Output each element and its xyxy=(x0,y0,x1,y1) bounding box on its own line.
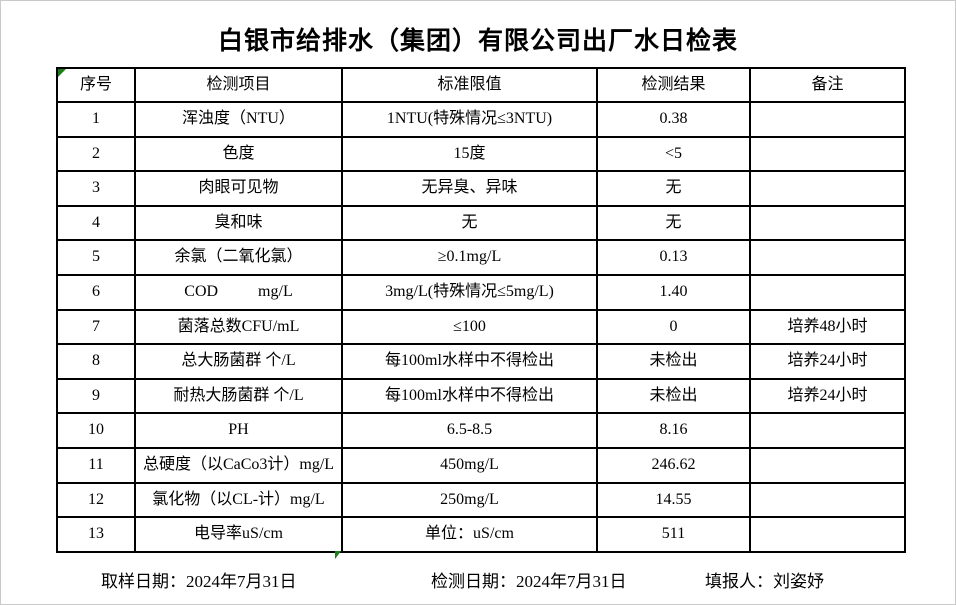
cell-standard: 每100ml水样中不得检出 xyxy=(341,343,598,380)
header-standard: 标准限值 xyxy=(341,67,598,103)
table-header-row: 序号 检测项目 标准限值 检测结果 备注 xyxy=(56,67,906,103)
cell-serial: 10 xyxy=(56,412,136,449)
cell-standard: 单位：uS/cm xyxy=(341,516,598,553)
header-item: 检测项目 xyxy=(134,67,343,103)
cell-remark xyxy=(749,101,906,138)
table-row: 8 总大肠菌群 个/L 每100ml水样中不得检出 未检出 培养24小时 xyxy=(56,343,906,380)
page-title: 白银市给排水（集团）有限公司出厂水日检表 xyxy=(217,28,738,55)
cell-remark: 培养24小时 xyxy=(749,377,906,415)
cell-serial: 11 xyxy=(56,446,136,484)
cell-item: 总大肠菌群 个/L xyxy=(134,343,343,380)
cell-result: <5 xyxy=(596,135,751,173)
table-row: 3 肉眼可见物 无异臭、异味 无 xyxy=(56,170,906,207)
cell-result: 246.62 xyxy=(596,446,751,484)
cell-standard: 无异臭、异味 xyxy=(341,170,598,207)
cell-result: 1.40 xyxy=(596,273,751,311)
cell-serial: 8 xyxy=(56,343,136,380)
cell-remark xyxy=(749,516,906,553)
table-row: 13 电导率uS/cm 单位：uS/cm 511 xyxy=(56,516,906,553)
header-serial: 序号 xyxy=(56,67,136,103)
cell-item: 余氯（二氧化氯） xyxy=(134,239,343,276)
footer: 取样日期：2024年7月31日 检测日期：2024年7月31日 填报人：刘姿妤 xyxy=(1,567,955,593)
cell-standard: 无 xyxy=(341,204,598,242)
green-triangle-marker-icon xyxy=(335,551,341,559)
cell-item: 色度 xyxy=(134,135,343,173)
cell-result: 无 xyxy=(596,204,751,242)
cell-serial: 6 xyxy=(56,273,136,311)
cell-remark xyxy=(749,204,906,242)
cell-item: 臭和味 xyxy=(134,204,343,242)
table-row: 12 氯化物（以CL-计）mg/L 250mg/L 14.55 xyxy=(56,481,906,519)
cell-serial: 12 xyxy=(56,481,136,519)
table-row: 11 总硬度（以CaCo3计）mg/L 450mg/L 246.62 xyxy=(56,446,906,484)
cell-item: COD mg/L xyxy=(134,273,343,311)
cell-item: PH xyxy=(134,412,343,449)
cell-remark: 培养24小时 xyxy=(749,343,906,380)
cell-remark xyxy=(749,135,906,173)
table-row: 4 臭和味 无 无 xyxy=(56,204,906,242)
table-row: 1 浑浊度（NTU） 1NTU(特殊情况≤3NTU) 0.38 xyxy=(56,101,906,138)
cell-item: 氯化物（以CL-计）mg/L xyxy=(134,481,343,519)
cell-result: 未检出 xyxy=(596,377,751,415)
cell-standard: 3mg/L(特殊情况≤5mg/L) xyxy=(341,273,598,311)
cell-standard: 15度 xyxy=(341,135,598,173)
cell-remark xyxy=(749,273,906,311)
cell-remark: 培养48小时 xyxy=(749,308,906,346)
cell-remark xyxy=(749,239,906,276)
cell-standard: 250mg/L xyxy=(341,481,598,519)
cell-serial: 4 xyxy=(56,204,136,242)
cell-serial: 7 xyxy=(56,308,136,346)
cell-serial: 9 xyxy=(56,377,136,415)
reporter: 填报人：刘姿妤 xyxy=(705,572,824,591)
cell-item: 菌落总数CFU/mL xyxy=(134,308,343,346)
cell-item: 总硬度（以CaCo3计）mg/L xyxy=(134,446,343,484)
table-row: 5 余氯（二氧化氯） ≥0.1mg/L 0.13 xyxy=(56,239,906,276)
cell-serial: 2 xyxy=(56,135,136,173)
cell-item: 肉眼可见物 xyxy=(134,170,343,207)
cell-result: 0.13 xyxy=(596,239,751,276)
cell-result: 无 xyxy=(596,170,751,207)
cell-standard: ≥0.1mg/L xyxy=(341,239,598,276)
cell-item: 浑浊度（NTU） xyxy=(134,101,343,138)
cell-standard: 1NTU(特殊情况≤3NTU) xyxy=(341,101,598,138)
cell-result: 0.38 xyxy=(596,101,751,138)
cell-item: 耐热大肠菌群 个/L xyxy=(134,377,343,415)
cell-serial: 3 xyxy=(56,170,136,207)
cell-item: 电导率uS/cm xyxy=(134,516,343,553)
cell-result: 未检出 xyxy=(596,343,751,380)
cell-serial: 5 xyxy=(56,239,136,276)
table-row: 10 PH 6.5-8.5 8.16 xyxy=(56,412,906,449)
cell-result: 14.55 xyxy=(596,481,751,519)
table-row: 9 耐热大肠菌群 个/L 每100ml水样中不得检出 未检出 培养24小时 xyxy=(56,377,906,415)
cell-result: 0 xyxy=(596,308,751,346)
green-corner-marker-icon xyxy=(58,69,66,77)
sampling-date: 取样日期：2024年7月31日 xyxy=(101,572,297,591)
cell-standard: 每100ml水样中不得检出 xyxy=(341,377,598,415)
table-row: 7 菌落总数CFU/mL ≤100 0 培养48小时 xyxy=(56,308,906,346)
table-row: 6 COD mg/L 3mg/L(特殊情况≤5mg/L) 1.40 xyxy=(56,273,906,311)
header-result: 检测结果 xyxy=(596,67,751,103)
cell-remark xyxy=(749,446,906,484)
cell-serial: 13 xyxy=(56,516,136,553)
cell-remark xyxy=(749,412,906,449)
cell-serial: 1 xyxy=(56,101,136,138)
cell-remark xyxy=(749,481,906,519)
cell-result: 8.16 xyxy=(596,412,751,449)
cell-remark xyxy=(749,170,906,207)
table-row: 2 色度 15度 <5 xyxy=(56,135,906,173)
cell-standard: 6.5-8.5 xyxy=(341,412,598,449)
header-remark: 备注 xyxy=(749,67,906,103)
cell-result: 511 xyxy=(596,516,751,553)
cell-standard: ≤100 xyxy=(341,308,598,346)
daily-inspection-table: 序号 检测项目 标准限值 检测结果 备注 1 浑浊度（NTU） 1NTU(特殊情… xyxy=(56,67,906,553)
cell-standard: 450mg/L xyxy=(341,446,598,484)
test-date: 检测日期：2024年7月31日 xyxy=(431,572,627,591)
